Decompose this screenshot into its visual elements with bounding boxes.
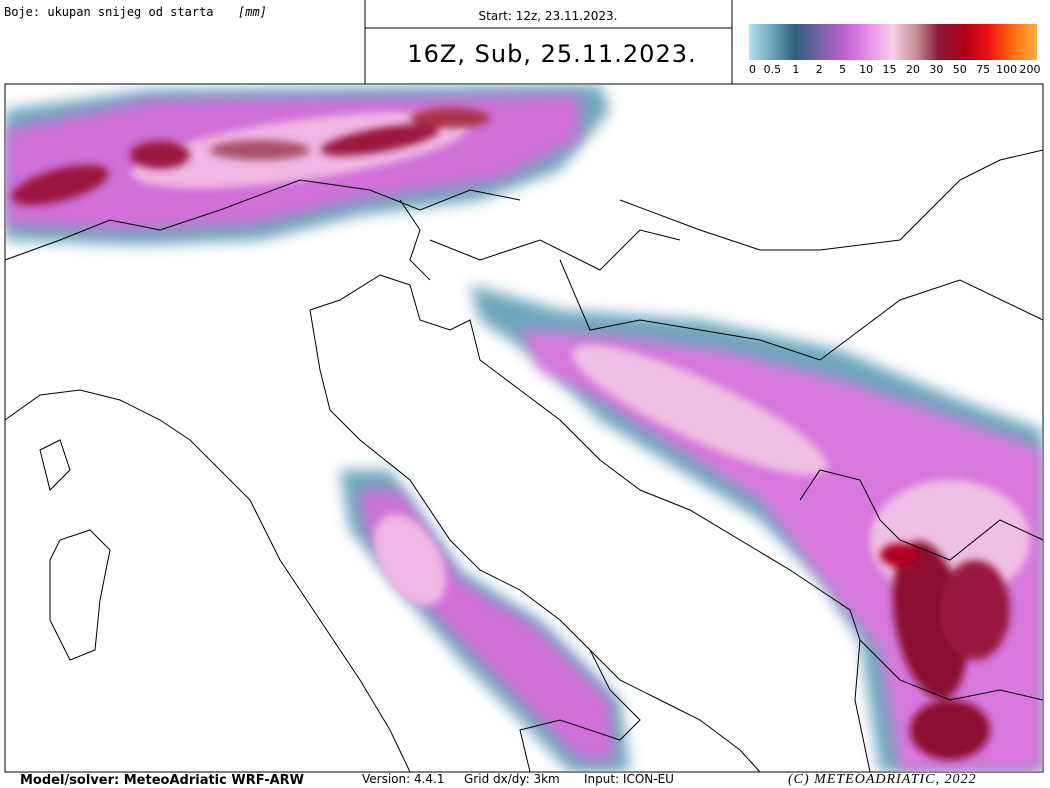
- colorbar-ticks: 0 0.5 1 2 5 10 15 20 30 50 75 100 200: [749, 63, 1041, 76]
- colorbar-tick-label: 10: [859, 63, 873, 76]
- colorbar-tick-label: 5: [839, 63, 846, 76]
- colorbar-tick-label: 30: [929, 63, 943, 76]
- colorbar-tick-label: 20: [906, 63, 920, 76]
- colorbar: [749, 24, 1037, 60]
- footer-input: Input: ICON-EU: [584, 772, 674, 786]
- footer-grid: Grid dx/dy: 3km: [464, 772, 560, 786]
- header-label: Boje: ukupan snijeg od starta: [4, 5, 214, 19]
- colorbar-tick-label: 2: [816, 63, 823, 76]
- colorbar-tick-label: 0.5: [764, 63, 782, 76]
- colorbar-tick-label: 50: [953, 63, 967, 76]
- valid-time: 16Z, Sub, 25.11.2023.: [407, 40, 696, 68]
- colorbar-tick-label: 200: [1020, 63, 1041, 76]
- snow-field: [5, 85, 1043, 772]
- colorbar-tick-label: 0: [749, 63, 756, 76]
- footer-copyright: (C) METEOADRIATIC, 2022: [788, 772, 977, 787]
- start-time: Start: 12z, 23.11.2023.: [479, 9, 618, 23]
- coastlines: [4, 149, 1044, 773]
- colorbar-tick-label: 100: [996, 63, 1017, 76]
- footer-version: Version: 4.4.1: [362, 772, 445, 786]
- colorbar-tick-label: 15: [883, 63, 897, 76]
- colorbar-tick-label: 1: [792, 63, 799, 76]
- colorbar-tick-label: 75: [976, 63, 990, 76]
- snow-core: [11, 108, 1010, 760]
- header-unit: [mm]: [238, 5, 267, 19]
- footer-model: Model/solver: MeteoAdriatic WRF-ARW: [20, 773, 304, 788]
